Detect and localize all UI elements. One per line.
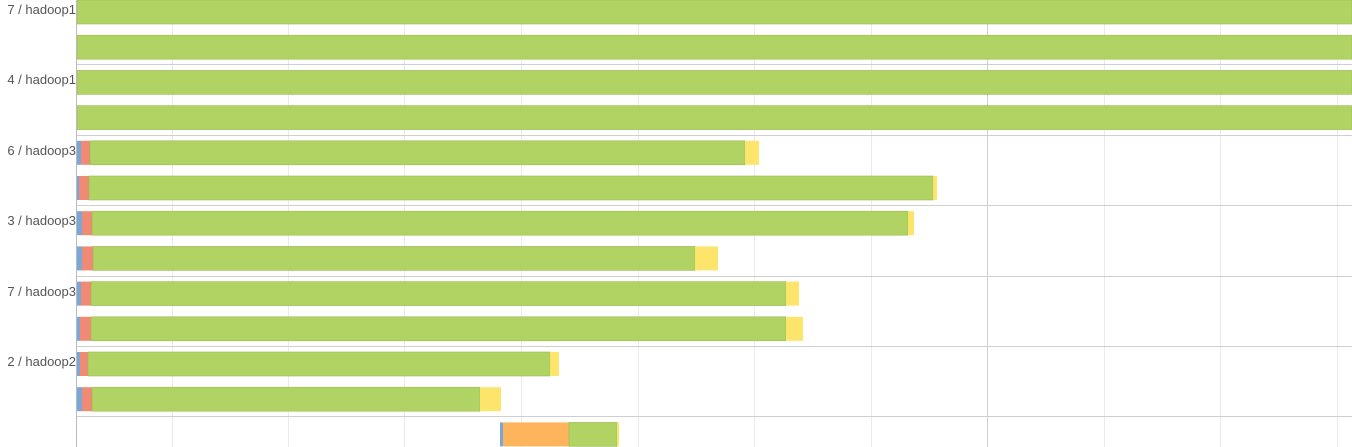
segment-output <box>550 352 559 376</box>
segment-execute <box>92 246 696 271</box>
task-bar[interactable] <box>77 246 718 271</box>
task-bar[interactable] <box>77 175 937 201</box>
segment-merge <box>81 281 91 306</box>
row-label-text: 6 / hadoop3 <box>7 142 76 158</box>
task-bar[interactable] <box>77 351 559 377</box>
task-bar[interactable] <box>500 422 619 447</box>
segment-shuffle <box>77 352 80 376</box>
segment-output <box>786 281 799 306</box>
segment-shuffle <box>77 211 82 236</box>
segment-execute <box>76 70 1352 95</box>
task-bar[interactable] <box>77 210 914 236</box>
segment-merge <box>80 352 88 376</box>
segment-merge <box>82 211 92 236</box>
segment-output <box>786 316 803 341</box>
segment-execute <box>90 316 787 342</box>
segment-shuffle <box>77 246 82 271</box>
task-bar[interactable] <box>77 281 799 306</box>
segment-output <box>908 211 914 236</box>
row-label: 3 / hadoop3 <box>0 213 76 228</box>
segment-output <box>617 422 619 447</box>
task-bar[interactable] <box>77 140 759 166</box>
row-label-text: 2 / hadoop2 <box>7 354 76 369</box>
segment-execute <box>91 210 909 236</box>
row-label: 7 / hadoop1 <box>0 2 76 17</box>
segment-output <box>480 387 501 412</box>
row-separators <box>77 64 1352 417</box>
segment-shuffle <box>77 140 81 165</box>
segment-shuffle <box>77 176 79 200</box>
segment-execute <box>90 281 787 306</box>
segment-orange <box>503 422 569 447</box>
segment-execute <box>87 351 551 377</box>
segment-shuffle <box>77 387 82 412</box>
row-label-text: 3 / hadoop3 <box>7 213 76 229</box>
row-label: 6 / hadoop3 <box>0 143 76 158</box>
task-bar[interactable] <box>76 70 1352 95</box>
segment-output <box>695 246 718 271</box>
task-bars <box>76 0 1352 447</box>
row-label-text: 7 / hadoop3 <box>7 283 76 299</box>
segment-merge <box>79 176 89 200</box>
task-bar[interactable] <box>76 0 1352 25</box>
row-label-text: 7 / hadoop1 <box>7 2 76 17</box>
segment-output <box>745 140 759 165</box>
row-label: 4 / hadoop1 <box>0 72 76 87</box>
row-label-text: 4 / hadoop1 <box>7 72 76 88</box>
task-bar[interactable] <box>77 316 803 342</box>
task-bar[interactable] <box>76 34 1352 60</box>
segment-output <box>933 176 937 200</box>
segment-merge <box>80 316 91 341</box>
segment-execute <box>76 105 1352 130</box>
row-label: 7 / hadoop3 <box>0 284 76 299</box>
task-bar[interactable] <box>76 105 1352 130</box>
segment-execute <box>76 0 1352 25</box>
segment-shuffle <box>77 281 81 306</box>
segment-merge <box>82 246 93 271</box>
segment-execute <box>76 34 1352 60</box>
segment-shuffle <box>77 316 80 341</box>
segment-execute <box>91 386 481 412</box>
task-bar[interactable] <box>77 386 501 412</box>
segment-execute <box>568 422 618 447</box>
segment-execute <box>89 140 746 166</box>
segment-shuffle <box>500 422 503 447</box>
segment-merge <box>81 140 90 165</box>
segment-execute <box>88 175 934 201</box>
segment-merge <box>82 387 92 412</box>
row-label: 2 / hadoop2 <box>0 354 76 369</box>
